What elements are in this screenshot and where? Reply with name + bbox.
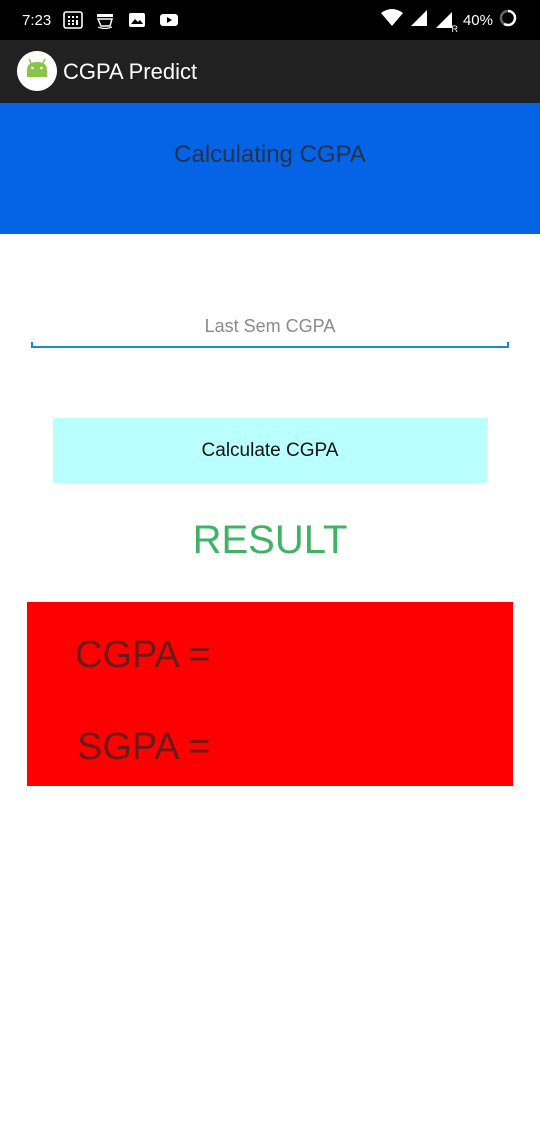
signal-roaming-icon: R: [434, 10, 458, 34]
last-sem-cgpa-field[interactable]: [31, 308, 509, 348]
calculate-cgpa-button[interactable]: Calculate CGPA: [53, 418, 487, 483]
app-title: CGPA Predict: [63, 59, 198, 84]
status-left-group: 7:23: [22, 0, 179, 40]
roaming-label: R: [451, 24, 458, 34]
android-icon: [17, 51, 57, 91]
image-icon: [127, 11, 147, 29]
battery-icon: [498, 8, 518, 33]
last-sem-cgpa-input[interactable]: [31, 308, 509, 344]
amazon-icon: [95, 11, 115, 30]
result-panel: CGPA = SGPA =: [27, 602, 513, 786]
header-banner: Calculating CGPA: [0, 103, 540, 234]
status-time: 7:23: [22, 11, 52, 29]
sgpa-result-label: SGPA =: [77, 726, 211, 768]
input-underline: [31, 342, 509, 348]
wifi-icon: [380, 8, 404, 33]
battery-percent: 40%: [462, 11, 493, 29]
result-heading: RESULT: [192, 518, 348, 562]
calculator-icon: [63, 11, 84, 29]
status-bar: 7:23: [0, 0, 540, 40]
cgpa-result-label: CGPA =: [75, 634, 211, 676]
signal-icon: [409, 8, 429, 33]
status-right-group: R 40%: [380, 0, 518, 40]
header-title: Calculating CGPA: [174, 141, 366, 168]
youtube-icon: [159, 11, 179, 29]
app-bar: CGPA Predict: [0, 40, 540, 103]
